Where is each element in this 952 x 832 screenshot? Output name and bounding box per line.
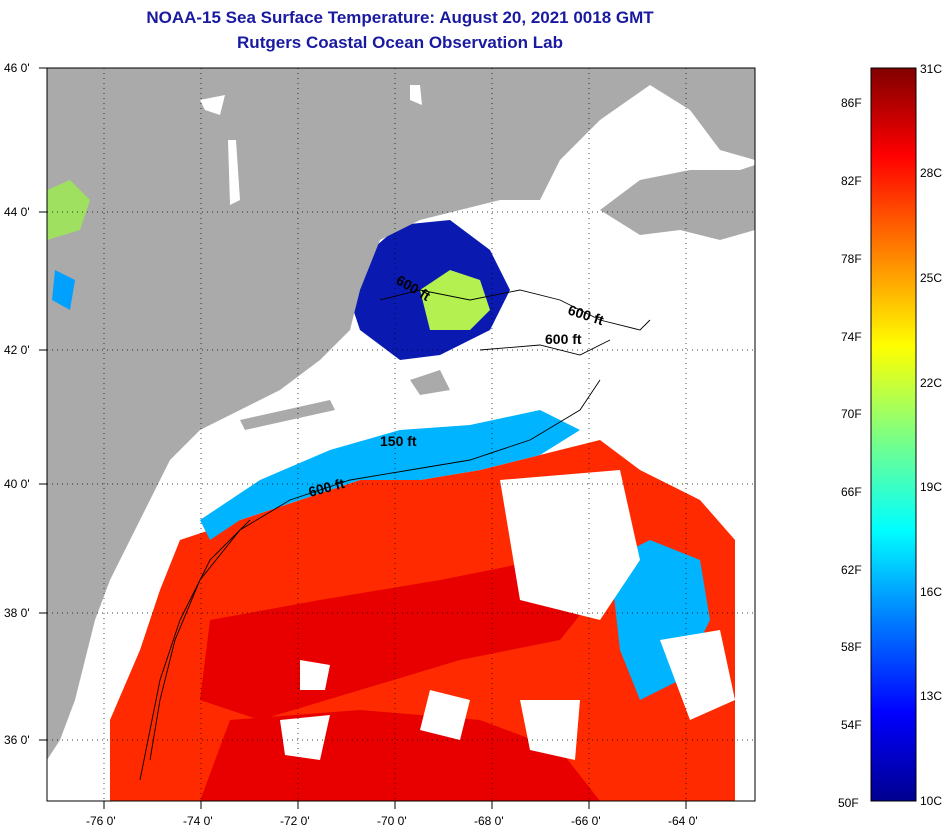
lat-label: 46 0': [4, 61, 30, 75]
cb-c-label: 10C: [920, 794, 943, 808]
lat-label: 44 0': [4, 205, 30, 219]
lon-label: -72 0': [280, 814, 310, 828]
map-frame: [46, 67, 756, 802]
lon-label: -74 0': [183, 814, 213, 828]
gulf-of-maine-mild-patch: [420, 270, 490, 330]
contour-line: [379, 289, 651, 331]
cb-c-label: 16C: [920, 585, 943, 599]
cb-f-label: 82F: [841, 174, 862, 188]
lake: [200, 95, 225, 115]
land-mass: [47, 68, 755, 760]
cb-c-label: 31C: [920, 62, 943, 76]
map-subtitle: Rutgers Coastal Ocean Observation Lab: [237, 33, 563, 52]
nova-scotia: [600, 165, 755, 240]
map-area: [47, 68, 755, 801]
lake-cool-edge: [52, 270, 75, 310]
lake: [410, 85, 422, 105]
lake: [228, 140, 240, 205]
long-island: [240, 400, 335, 430]
cb-f-label: 66F: [841, 485, 862, 499]
cb-c-label: 19C: [920, 480, 943, 494]
cb-f-label: 58F: [841, 640, 862, 654]
cb-f-label: 50F: [838, 796, 859, 810]
cloud-patch: [660, 630, 735, 720]
cb-c-label: 13C: [920, 689, 943, 703]
bathymetry-contours: [139, 289, 651, 781]
cb-f-label: 70F: [841, 407, 862, 421]
cloud-patch: [300, 660, 330, 690]
colorbar: [870, 67, 917, 802]
cb-f-label: 74F: [841, 330, 862, 344]
cb-f-label: 86F: [841, 96, 862, 110]
axis-ticks: [39, 67, 687, 809]
lon-label: -70 0': [377, 814, 407, 828]
cb-f-label: 62F: [841, 563, 862, 577]
lake-ontario-sst: [47, 180, 90, 240]
contour-label: 150 ft: [380, 433, 417, 449]
cloud-patch: [520, 700, 580, 760]
graticule: [47, 68, 755, 801]
cb-f-label: 54F: [841, 718, 862, 732]
lat-label: 42 0': [4, 343, 30, 357]
cb-c-label: 22C: [920, 376, 943, 390]
lat-label: 40 0': [4, 477, 30, 491]
lat-label: 36 0': [4, 733, 30, 747]
map-title: NOAA-15 Sea Surface Temperature: August …: [146, 8, 654, 27]
cb-c-label: 25C: [920, 271, 943, 285]
cape-cod: [410, 370, 450, 395]
cb-f-label: 78F: [841, 252, 862, 266]
contour-line: [479, 339, 611, 356]
cb-c-label: 28C: [920, 166, 943, 180]
cloud-patch: [420, 690, 470, 740]
lon-label: -68 0': [474, 814, 504, 828]
cloud-patch: [280, 715, 330, 760]
contour-label: 600 ft: [545, 331, 582, 347]
lon-label: -76 0': [86, 814, 116, 828]
contour-line: [139, 519, 251, 781]
lon-label: -64 0': [668, 814, 698, 828]
lon-label: -66 0': [571, 814, 601, 828]
contour-line: [149, 379, 601, 761]
slope-water-band: [200, 410, 580, 540]
lat-label: 38 0': [4, 606, 30, 620]
cloud-patch: [500, 470, 640, 620]
